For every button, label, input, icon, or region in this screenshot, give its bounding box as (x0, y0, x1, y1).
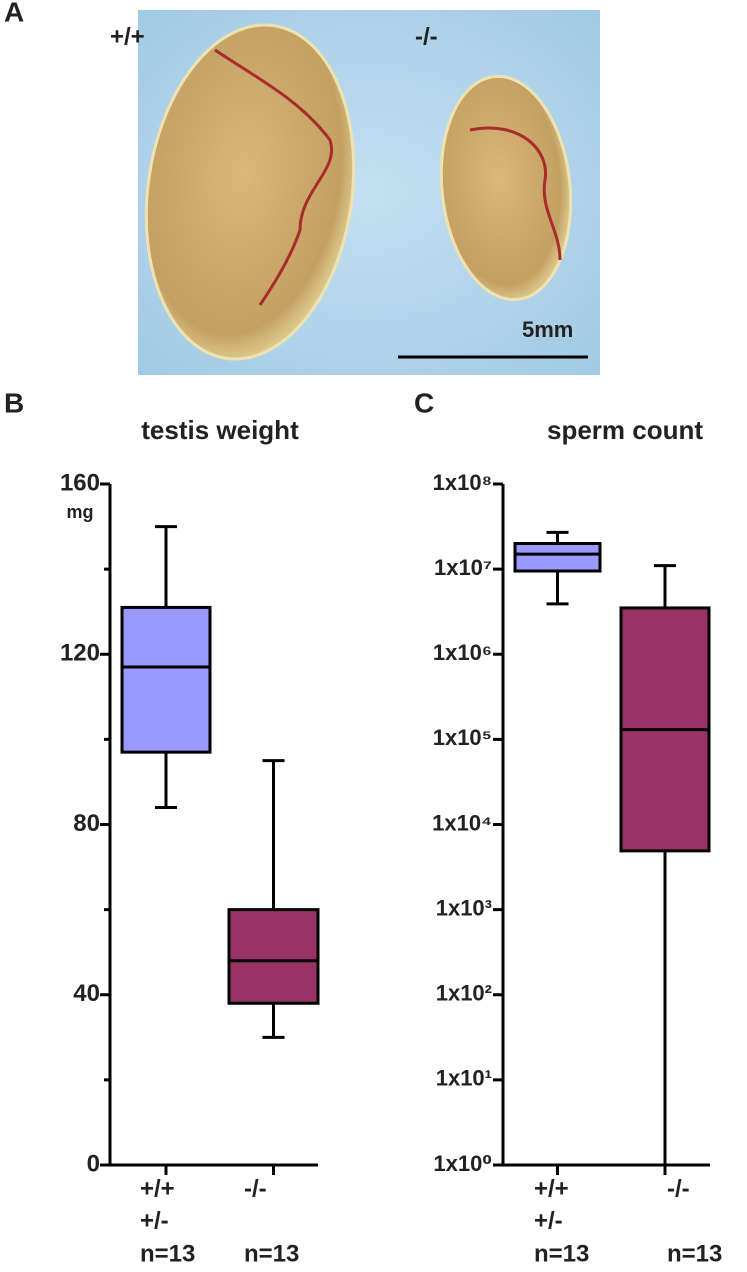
x-tick-label: +/+ (534, 1175, 569, 1202)
y-tick-label: 1x10² (436, 981, 492, 1006)
x-tick-label: +/- (140, 1207, 169, 1234)
y-tick-label: 1x10³ (436, 895, 492, 920)
y-tick-label: 1x10⁴ (432, 810, 492, 835)
panel-label: C (414, 387, 434, 418)
x-tick-label: +/+ (140, 1175, 175, 1202)
panel-label: A (4, 0, 24, 27)
panel-label: B (4, 387, 24, 418)
y-tick-label: 120 (60, 640, 100, 667)
scale-label: 5mm (522, 317, 573, 342)
vessel (469, 126, 562, 261)
y-unit: mg (67, 502, 94, 522)
y-tick-label: 80 (73, 810, 100, 837)
x-tick-label: n=13 (244, 1240, 299, 1267)
y-tick-label: 0 (87, 1150, 100, 1177)
y-tick-label: 1x10⁷ (434, 555, 492, 580)
testis-knockout (439, 74, 573, 302)
x-tick-label: n=13 (667, 1240, 722, 1267)
box (513, 541, 602, 573)
y-tick-label: 1x10¹ (436, 1066, 492, 1091)
chart-title: testis weight (141, 415, 299, 445)
x-tick-label: -/- (244, 1175, 267, 1202)
chart-title: sperm count (547, 415, 703, 445)
y-tick-label: 1x10⁶ (433, 640, 492, 665)
x-tick-label: +/- (534, 1207, 563, 1234)
y-tick-label: 40 (73, 980, 100, 1007)
x-tick-label: n=13 (534, 1240, 589, 1267)
x-tick-label: -/- (667, 1175, 690, 1202)
y-tick-label: 1x10⁰ (433, 1151, 492, 1176)
photo: +/+ -/- 5mm A (4, 0, 600, 375)
y-tick-label: 1x10⁸ (433, 470, 492, 495)
vessel (214, 48, 334, 306)
y-tick-label: 1x10⁵ (433, 725, 492, 750)
box (120, 605, 212, 754)
y-tick-label: 160 (60, 469, 100, 496)
photo-label: +/+ (110, 23, 145, 50)
box (227, 908, 320, 1005)
x-tick-label: n=13 (140, 1240, 195, 1267)
photo-label: -/- (415, 23, 438, 50)
